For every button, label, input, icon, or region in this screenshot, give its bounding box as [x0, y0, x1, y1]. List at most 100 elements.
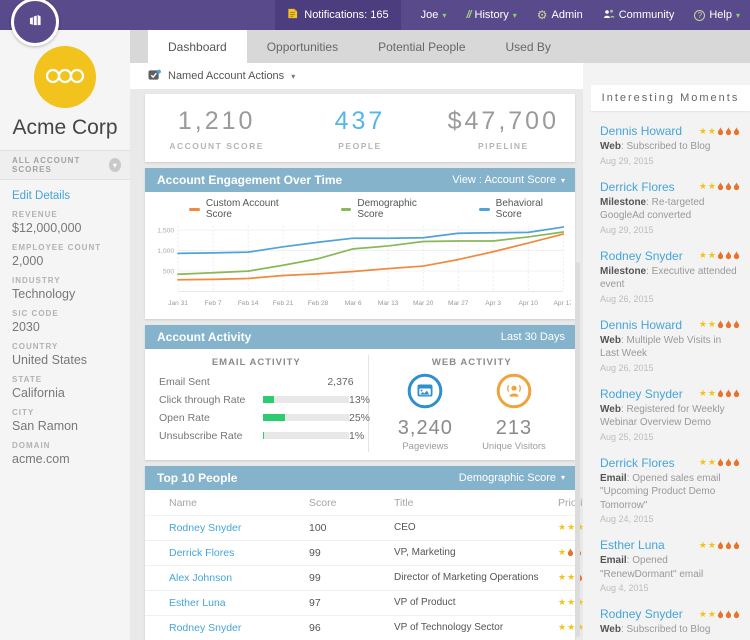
- moment-date: Aug 29, 2015: [600, 224, 654, 235]
- person-name-link[interactable]: Esther Luna: [169, 596, 226, 609]
- moment-date: Aug 24, 2015: [600, 514, 654, 524]
- moment-person-link[interactable]: Rodney Snyder: [600, 248, 683, 263]
- named-account-actions-button[interactable]: Named Account Actions ▾: [130, 63, 583, 89]
- star-icon: ★: [558, 547, 567, 558]
- email-metric-row: Unsubscribe Rate 1%: [159, 427, 364, 445]
- svg-text:Feb 14: Feb 14: [238, 300, 259, 307]
- summary-stat: $47,700 PIPELINE: [432, 107, 575, 151]
- chart-view-selector[interactable]: View : Account Score ▾: [452, 174, 565, 186]
- moment-description: Milestone: Re-targeted GoogleAd converte…: [600, 196, 705, 222]
- help-icon: ?: [694, 9, 706, 21]
- field-label: CITY: [12, 408, 35, 417]
- moment-person-link[interactable]: Derrick Flores: [600, 455, 675, 470]
- column-header[interactable]: Score: [309, 497, 337, 510]
- scrollbar-thumb[interactable]: [575, 262, 580, 637]
- tab-potential-people[interactable]: Potential People: [378, 39, 466, 54]
- moment-header: Rodney Snyder ★ ★: [600, 607, 740, 621]
- moment-item: Dennis Howard ★ ★ Web: Subscribed to Blog Au…: [600, 124, 740, 166]
- field-label: EMPLOYEE COUNT: [12, 243, 102, 252]
- metric-bar-fill: [263, 414, 285, 422]
- visitors-icon: [482, 373, 546, 414]
- person-title: VP of Product: [394, 597, 456, 609]
- admin-menu[interactable]: ⚙ Admin: [536, 8, 583, 22]
- metric-bar-track: [263, 432, 349, 440]
- metric-value: 25%: [349, 411, 371, 424]
- flame-icon: [717, 609, 724, 619]
- summary-stat: 1,210 ACCOUNT SCORE: [145, 107, 288, 151]
- moment-person-link[interactable]: Rodney Snyder: [600, 607, 683, 621]
- community-menu[interactable]: Community: [603, 9, 674, 22]
- person-name-link[interactable]: Rodney Snyder: [169, 621, 242, 634]
- star-icon: ★: [698, 125, 707, 136]
- star-icon: ★: [567, 597, 576, 608]
- column-header[interactable]: Title: [394, 497, 414, 510]
- account-fields: REVENUE $12,000,000 EMPLOYEE COUNT 2,000 IND…: [12, 210, 118, 466]
- history-menu[interactable]: // History ▾: [466, 9, 517, 21]
- activity-title: Account Activity: [157, 329, 252, 344]
- metric-value: 2,376: [327, 375, 354, 388]
- all-account-scores-toggle[interactable]: ALL ACCOUNT SCORES ▾: [0, 150, 130, 180]
- notifications-button[interactable]: Notifications: 165: [275, 0, 401, 30]
- moment-person-link[interactable]: Dennis Howard: [600, 124, 683, 138]
- moment-date: Aug 25, 2015: [600, 431, 654, 442]
- field-value: Technology: [12, 287, 76, 301]
- help-menu[interactable]: ? Help ▾: [694, 9, 740, 21]
- column-header[interactable]: Name: [169, 497, 198, 510]
- priority-rating: ★ ★: [699, 251, 740, 260]
- marketo-logo[interactable]: [11, 0, 59, 46]
- star-icon: ★: [567, 622, 576, 633]
- edit-details-link[interactable]: Edit Details: [12, 190, 71, 202]
- star-icon: ★: [698, 181, 707, 191]
- star-icon: ★: [567, 522, 576, 533]
- moment-person-link[interactable]: Rodney Snyder: [600, 386, 683, 401]
- legend-item: Demographic Score: [340, 198, 445, 220]
- person-name-link[interactable]: Rodney Snyder: [169, 521, 242, 534]
- svg-text:Feb 28: Feb 28: [308, 300, 329, 307]
- moment-header: Esther Luna ★ ★: [600, 538, 740, 552]
- moment-person-link[interactable]: Dennis Howard: [600, 317, 683, 332]
- flame-icon: [725, 389, 732, 398]
- web-stat: 213 Unique Visitors: [482, 373, 546, 452]
- person-title: Director of Marketing Operations: [394, 572, 539, 584]
- moment-person-link[interactable]: Esther Luna: [600, 538, 665, 552]
- svg-text:Apr 17: Apr 17: [554, 300, 571, 307]
- tab-used-by[interactable]: Used By: [505, 39, 551, 54]
- stat-value: 437: [334, 107, 386, 135]
- flame-icon: [725, 320, 732, 329]
- tab-opportunities[interactable]: Opportunities: [266, 39, 339, 54]
- star-icon: ★: [698, 250, 707, 260]
- tab-dashboard[interactable]: Dashboard: [148, 30, 247, 63]
- person-name-link[interactable]: Derrick Flores: [169, 546, 235, 559]
- moment-person-link[interactable]: Derrick Flores: [600, 179, 675, 194]
- engagement-title: Account Engagement Over Time: [157, 173, 343, 187]
- people-score-selector[interactable]: Demographic Score ▾: [458, 471, 565, 484]
- web-activity-section: WEB ACTIVITY 3,240 Pageviews 213 Unique Vis…: [397, 356, 546, 452]
- metric-bar-fill: [263, 432, 264, 440]
- star-icon: ★: [698, 608, 707, 619]
- priority-rating: ★ ★: [698, 125, 740, 136]
- field-label: SIC CODE: [12, 309, 59, 318]
- stat-label: ACCOUNT SCORE: [169, 141, 264, 151]
- web-stat-value: 3,240: [397, 416, 453, 439]
- flame-icon: [733, 251, 740, 260]
- user-menu[interactable]: Joe ▾: [421, 9, 447, 21]
- metric-bar-track: [263, 396, 349, 404]
- moment-date: Aug 26, 2015: [600, 293, 654, 304]
- moment-item: Esther Luna ★ ★ Email: Opened "RenewDormant…: [600, 538, 740, 593]
- top-header-bar: Notifications: 165 Joe ▾ // History ▾ ⚙ …: [0, 0, 750, 46]
- svg-text:Feb 7: Feb 7: [205, 300, 222, 307]
- legend-label: Behavioral Score: [495, 198, 543, 220]
- flame-icon: [733, 320, 740, 329]
- priority-rating: ★ ★: [699, 182, 740, 191]
- table-row: Rodney Snyder 96 VP of Technology Sector ★ ★…: [145, 616, 583, 640]
- flame-icon: [725, 126, 732, 136]
- star-icon: ★: [707, 539, 716, 550]
- person-name-link[interactable]: Alex Johnson: [169, 571, 233, 584]
- table-row: Alex Johnson 99 Director of Marketing Oper…: [145, 566, 583, 591]
- chevron-down-icon: ▾: [291, 71, 296, 81]
- account-avatar: [34, 46, 96, 108]
- flame-icon: [717, 182, 724, 191]
- svg-text:Feb 21: Feb 21: [273, 300, 294, 307]
- star-icon: ★: [567, 572, 576, 583]
- account-sidebar: Acme Corp ALL ACCOUNT SCORES ▾ Edit Deta…: [0, 30, 130, 640]
